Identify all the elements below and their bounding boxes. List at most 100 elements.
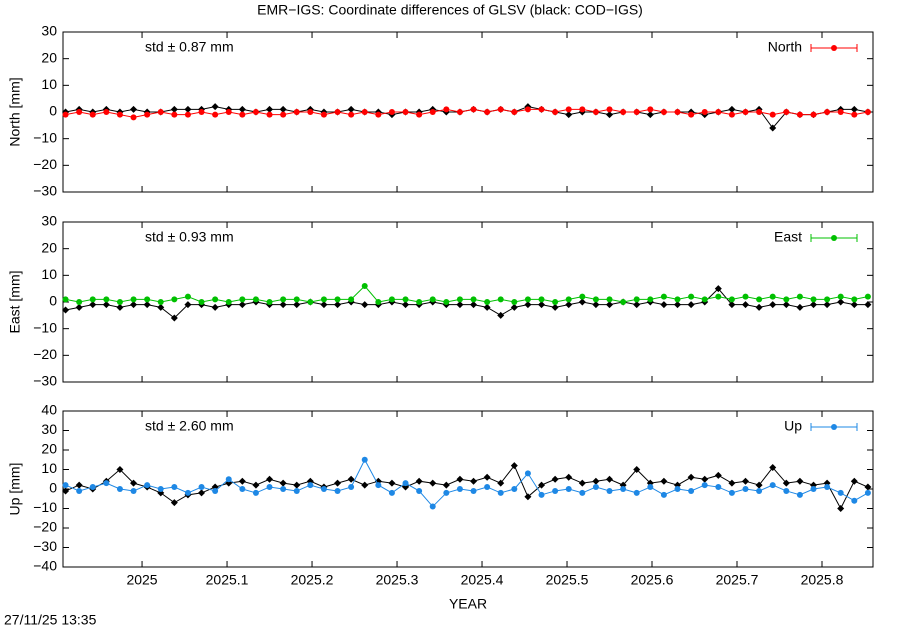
point bbox=[728, 105, 736, 113]
point bbox=[130, 296, 137, 303]
point bbox=[483, 303, 491, 311]
point bbox=[239, 296, 246, 303]
point bbox=[524, 296, 531, 303]
point bbox=[361, 283, 368, 289]
point bbox=[171, 111, 178, 118]
point bbox=[280, 296, 287, 303]
y-tick-label: −20 bbox=[33, 156, 57, 172]
point bbox=[837, 293, 844, 300]
point bbox=[578, 298, 586, 306]
point bbox=[837, 109, 844, 115]
point bbox=[660, 293, 667, 300]
point bbox=[837, 489, 844, 496]
point bbox=[688, 487, 695, 494]
point bbox=[416, 299, 423, 305]
point bbox=[674, 296, 681, 303]
point bbox=[130, 479, 138, 487]
point bbox=[633, 489, 640, 496]
y-tick-label: −10 bbox=[33, 129, 57, 145]
point bbox=[157, 299, 164, 305]
x-axis-label: YEAR bbox=[449, 596, 487, 612]
point bbox=[198, 484, 205, 491]
point bbox=[279, 105, 287, 113]
point bbox=[456, 486, 463, 492]
point bbox=[851, 497, 858, 504]
point bbox=[538, 106, 545, 113]
point bbox=[456, 296, 463, 303]
point bbox=[524, 106, 531, 113]
point bbox=[633, 109, 640, 115]
point bbox=[252, 296, 259, 303]
annotation: std ± 0.87 mm bbox=[145, 39, 234, 55]
point bbox=[647, 296, 654, 303]
x-tick-label: 2025.4 bbox=[461, 572, 504, 588]
x-tick-label: 2025.6 bbox=[631, 572, 674, 588]
point bbox=[334, 109, 341, 115]
point bbox=[103, 109, 110, 115]
point bbox=[810, 486, 817, 492]
point bbox=[89, 484, 96, 491]
point bbox=[620, 486, 627, 492]
point bbox=[824, 296, 831, 303]
point bbox=[497, 489, 504, 496]
point bbox=[266, 475, 274, 483]
point bbox=[89, 296, 96, 303]
point bbox=[769, 482, 776, 489]
point bbox=[850, 105, 858, 113]
point bbox=[606, 475, 614, 483]
point bbox=[348, 296, 355, 303]
point bbox=[375, 299, 382, 305]
point bbox=[470, 106, 477, 113]
point bbox=[864, 489, 871, 496]
point bbox=[742, 301, 750, 309]
point bbox=[783, 296, 790, 303]
x-tick-label: 2025.1 bbox=[206, 572, 249, 588]
point bbox=[103, 480, 110, 487]
point bbox=[864, 109, 871, 115]
point bbox=[334, 301, 342, 309]
point bbox=[701, 482, 708, 489]
point bbox=[538, 301, 546, 309]
x-tick-label: 2025 bbox=[126, 572, 157, 588]
point bbox=[715, 484, 722, 491]
x-tick-label: 2025.5 bbox=[546, 572, 589, 588]
point bbox=[565, 111, 573, 119]
point bbox=[674, 109, 681, 115]
point bbox=[429, 503, 436, 510]
point bbox=[334, 296, 341, 303]
plot-frame bbox=[62, 221, 874, 383]
legend-label: East bbox=[774, 229, 802, 245]
point bbox=[130, 301, 138, 309]
point bbox=[62, 482, 69, 489]
point bbox=[592, 477, 600, 485]
point bbox=[864, 483, 872, 491]
x-tick-label: 2025.2 bbox=[291, 572, 334, 588]
point bbox=[742, 486, 749, 492]
point bbox=[442, 481, 450, 489]
point bbox=[144, 482, 151, 489]
point bbox=[484, 299, 491, 305]
point bbox=[565, 106, 572, 113]
point bbox=[130, 105, 138, 113]
point bbox=[198, 299, 205, 305]
point bbox=[728, 489, 735, 496]
y-tick-label: 10 bbox=[41, 460, 57, 476]
point bbox=[810, 301, 818, 309]
point bbox=[742, 109, 749, 115]
point bbox=[279, 479, 287, 487]
point bbox=[647, 106, 654, 113]
point bbox=[851, 111, 858, 118]
point bbox=[75, 481, 83, 489]
point bbox=[688, 111, 695, 118]
point bbox=[375, 482, 382, 489]
point bbox=[551, 475, 559, 483]
figure-title: EMR−IGS: Coordinate differences of GLSV … bbox=[257, 2, 643, 18]
point bbox=[170, 314, 178, 322]
point bbox=[157, 109, 164, 115]
y-tick-label: 20 bbox=[41, 441, 57, 457]
point bbox=[728, 479, 736, 487]
point bbox=[320, 296, 327, 303]
point bbox=[116, 486, 123, 492]
point bbox=[579, 106, 586, 113]
y-axis-label: East [mm] bbox=[7, 270, 23, 333]
